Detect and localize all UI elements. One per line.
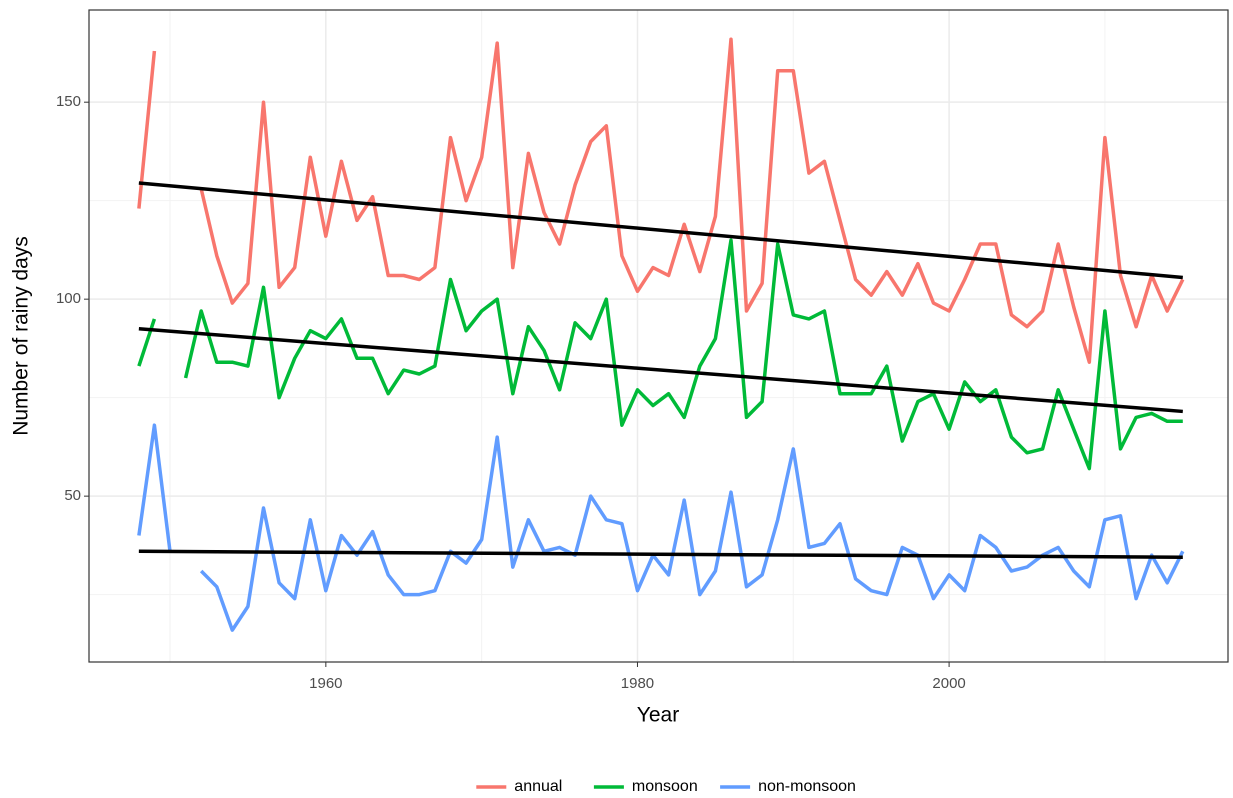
- series-line: [137, 423, 1185, 632]
- x-axis-title: Year: [637, 704, 679, 727]
- y-tick-label: 100: [56, 290, 81, 307]
- plot-border: [88, 9, 1229, 663]
- legend-label: monsoon: [632, 778, 698, 795]
- legend-label: annual: [514, 778, 562, 795]
- y-axis-title: Number of rainy days: [10, 236, 33, 436]
- y-tick-label: 150: [56, 93, 81, 110]
- x-tick-label: 1980: [621, 675, 654, 692]
- x-tick-label: 1960: [309, 675, 342, 692]
- trend-line: [138, 181, 1183, 280]
- y-tick-label: 50: [64, 487, 81, 504]
- series-line: [137, 238, 1183, 471]
- x-tick-label: 2000: [932, 675, 965, 692]
- trend-line: [138, 549, 1183, 559]
- trend-line: [138, 326, 1183, 414]
- legend-label: non-monsoon: [758, 778, 856, 795]
